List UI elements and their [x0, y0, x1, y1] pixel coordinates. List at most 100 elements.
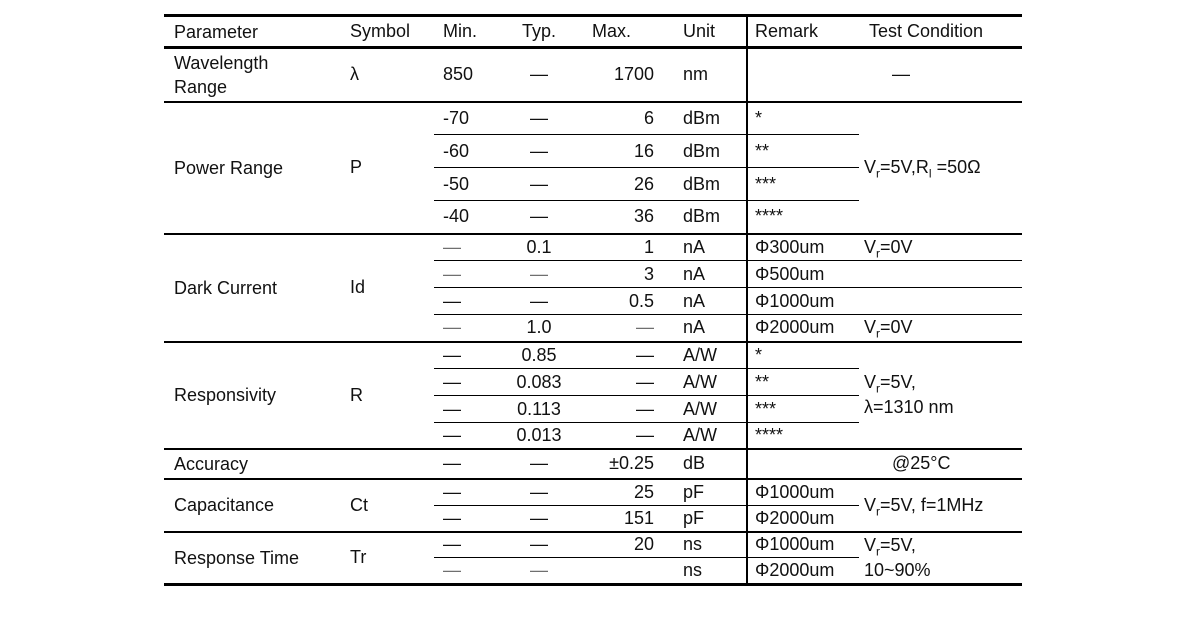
min-cell: — [434, 314, 499, 342]
unit-cell: dBm [669, 100, 747, 135]
symbol-cell: R [344, 340, 434, 449]
parameter-cell: Response Time [164, 530, 344, 584]
min-cell: — [434, 340, 499, 369]
remark-cell: Φ2000um [746, 557, 859, 584]
test-condition-cell: Vr=5V, f=1MHz [859, 477, 1022, 532]
test-condition-cell: Vr=5V, 10~90% [859, 530, 1022, 584]
remark-cell: Φ1000um [746, 530, 859, 558]
power-row-1: Power Range P -70 — 6 dBm * Vr=5V,Rl =50… [164, 100, 1022, 234]
unit-cell: dB [669, 447, 747, 479]
responsivity-row-1: Responsivity R — 0.85 — A/W * Vr=5V, λ=13… [164, 340, 1022, 449]
min-cell: — [434, 368, 499, 396]
unit-cell: ns [669, 557, 747, 584]
parameter-cell: Dark Current [164, 232, 344, 342]
header-parameter: Parameter [164, 15, 344, 49]
min-cell: — [434, 260, 499, 288]
unit-cell: nA [669, 260, 747, 288]
min-cell: 850 [443, 64, 474, 85]
typ-cell: — [499, 477, 579, 506]
unit-cell: A/W [669, 340, 747, 369]
parameter-cell: Power Range [164, 100, 344, 234]
symbol-cell: Id [344, 232, 434, 342]
header-unit: Unit [669, 15, 747, 49]
typ-cell: — [499, 134, 579, 168]
test-condition-cell: Vr=0V [859, 314, 1022, 342]
min-cell: — [434, 447, 499, 479]
responsivity-row-4: — 0.013 — A/W **** [164, 422, 1022, 449]
max-cell: 36 [579, 200, 669, 234]
typ-cell: 0.083 [499, 368, 579, 396]
remark-cell: ** [746, 134, 859, 168]
unit-cell: dBm [669, 134, 747, 168]
remark-cell: *** [746, 167, 859, 201]
header-min: Min. [434, 15, 499, 49]
max-cell: — [579, 422, 669, 449]
remark-cell: **** [746, 422, 859, 449]
min-cell: — [434, 557, 499, 584]
unit-cell: nm [683, 64, 709, 85]
test-condition-cell: Vr=0V [859, 232, 1022, 261]
remark-cell: Φ300um [746, 232, 859, 261]
max-cell [579, 557, 669, 584]
test-condition-cell: Vr=5V, λ=1310 nm [859, 340, 1022, 449]
parameter-cell: Wavelength Range [174, 52, 269, 97]
power-row-4: -40 — 36 dBm **** [164, 200, 1022, 234]
min-cell: — [434, 505, 499, 532]
max-cell: 16 [579, 134, 669, 168]
parameter-cell: Capacitance [164, 477, 344, 532]
header-remark: Remark [746, 15, 859, 49]
symbol-cell: λ [350, 64, 359, 85]
max-cell: 3 [579, 260, 669, 288]
header-max: Max. [579, 15, 669, 49]
min-cell: — [434, 287, 499, 315]
dark-current-row-3: — — 0.5 nA Φ1000um [164, 287, 1022, 315]
typ-cell: 0.113 [499, 395, 579, 423]
min-cell: — [434, 477, 499, 506]
max-cell: 25 [579, 477, 669, 506]
remark-cell [746, 47, 859, 102]
remark-cell: Φ2000um [746, 505, 859, 532]
response-time-row-2: — — ns Φ2000um [164, 557, 1022, 584]
header-typ: Typ. [499, 15, 579, 49]
min-cell: -60 [434, 134, 499, 168]
max-cell: 20 [579, 530, 669, 558]
parameter-cell: Accuracy [164, 447, 344, 479]
typ-cell: 0.85 [499, 340, 579, 369]
responsivity-row-2: — 0.083 — A/W ** [164, 368, 1022, 396]
unit-cell: pF [669, 505, 747, 532]
typ-cell: — [499, 447, 579, 479]
min-cell: — [434, 395, 499, 423]
unit-cell: nA [669, 232, 747, 261]
capacitance-row-2: — — 151 pF Φ2000um [164, 505, 1022, 532]
remark-cell: Φ1000um [746, 477, 859, 506]
min-cell: -40 [434, 200, 499, 234]
remark-cell: Φ500um [746, 260, 859, 288]
typ-cell: — [499, 167, 579, 201]
min-cell: — [434, 232, 499, 261]
max-cell: — [579, 368, 669, 396]
typ-cell: — [499, 505, 579, 532]
power-row-3: -50 — 26 dBm *** [164, 167, 1022, 201]
header-row: Parameter Symbol Min. Typ. Max. Unit Rem… [164, 15, 1022, 49]
test-condition-cell: Vr=5V,Rl =50Ω [859, 100, 1022, 234]
spec-table: Parameter Symbol Min. Typ. Max. Unit Rem… [164, 14, 1022, 586]
remark-cell: Φ1000um [746, 287, 859, 315]
typ-cell: — [499, 557, 579, 584]
max-cell: — [579, 340, 669, 369]
remark-cell: *** [746, 395, 859, 423]
header-symbol: Symbol [344, 15, 434, 49]
responsivity-row-3: — 0.113 — A/W *** [164, 395, 1022, 423]
symbol-cell: Ct [344, 477, 434, 532]
unit-cell: nA [669, 287, 747, 315]
min-cell: -50 [434, 167, 499, 201]
remark-cell: * [746, 100, 859, 135]
test-condition-cell: @25°C [859, 447, 1022, 479]
symbol-cell: Tr [344, 530, 434, 584]
max-cell: 0.5 [579, 287, 669, 315]
max-cell: 26 [579, 167, 669, 201]
unit-cell: dBm [669, 167, 747, 201]
typ-cell: — [530, 64, 548, 85]
test-condition-cell [859, 260, 1022, 288]
spec-table-container: Parameter Symbol Min. Typ. Max. Unit Rem… [164, 14, 1022, 586]
parameter-cell: Responsivity [164, 340, 344, 449]
